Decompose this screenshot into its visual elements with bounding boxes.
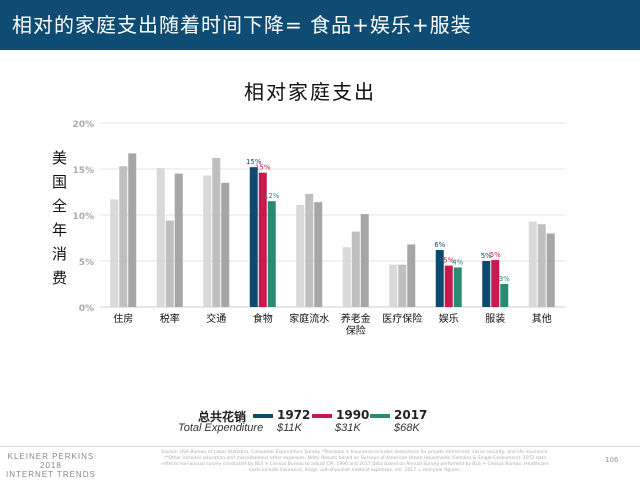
data-label: 4% — [452, 258, 463, 266]
y-axis-label: 美国全年消费 — [52, 146, 68, 290]
data-label: 5% — [490, 251, 501, 259]
category-label: 医疗保险 — [382, 312, 422, 325]
legend-text: 1990 — [336, 408, 370, 422]
bar-家庭流水-1972 — [296, 204, 305, 307]
bar-税率-2017 — [174, 173, 183, 307]
bar-服装-1972 — [482, 261, 491, 307]
category-label: 养老金 — [341, 312, 371, 325]
bar-其他-2017 — [546, 233, 555, 307]
category-label: 住房 — [113, 312, 133, 325]
bar-服装-1990 — [491, 260, 500, 307]
logo-line: 2018 — [40, 461, 62, 470]
legend-item-1990: 1990 — [312, 408, 369, 422]
y-label-char: 消 — [52, 245, 68, 263]
bar-税率-1990 — [165, 220, 174, 307]
y-label-char: 费 — [52, 269, 68, 287]
slide-title: 相对的家庭支出随着时间下降= 食品+娱乐+服装 — [0, 0, 640, 50]
bar-医疗保险-2017 — [407, 244, 416, 307]
category-label: 服装 — [485, 312, 505, 325]
data-label: 5% — [481, 252, 492, 260]
bar-交通-1990 — [212, 157, 221, 307]
legend-swatch — [253, 413, 273, 418]
data-label: 12% — [264, 192, 280, 200]
category-label: 家庭流水 — [289, 312, 329, 325]
bar-医疗保险-1990 — [398, 264, 407, 307]
data-label: 15% — [255, 164, 271, 172]
bar-交通-1972 — [203, 175, 212, 307]
bar-家庭流水-1990 — [305, 193, 314, 307]
data-label: 6% — [434, 241, 445, 249]
category-label: 交通 — [206, 312, 226, 325]
y-tick-label: 0% — [79, 304, 94, 314]
y-label-char: 全 — [52, 197, 68, 215]
category-label: 税率 — [160, 312, 180, 325]
legend-swatch — [370, 413, 390, 418]
bar-住房-1990 — [119, 166, 128, 307]
footer-divider — [0, 446, 640, 447]
chart-title: 相对家庭支出 — [244, 80, 376, 104]
legend-text: 1972 — [277, 408, 311, 422]
bar-食物-1972 — [249, 167, 258, 307]
data-label: 5% — [443, 257, 454, 265]
legend-sublabel: Total Expenditure — [178, 422, 264, 434]
bar-交通-2017 — [221, 182, 230, 307]
logo-line: INTERNET TRENDS — [6, 470, 96, 479]
bar-娱乐-2017 — [453, 267, 462, 307]
legend-text: 2017 — [394, 408, 428, 422]
total-1972: $11K — [277, 422, 302, 434]
bar-食物-1990 — [258, 172, 267, 307]
y-tick-label: 5% — [79, 258, 94, 268]
bar-娱乐-1972 — [435, 249, 444, 307]
bar-住房-2017 — [128, 153, 137, 307]
y-label-char: 年 — [52, 221, 68, 239]
bar-服装-2017 — [500, 284, 509, 307]
y-label-char: 国 — [52, 173, 68, 191]
bar-住房-1972 — [110, 199, 119, 307]
legend-item-1972: 1972 — [253, 408, 310, 422]
bar-养老金保险-1972 — [342, 247, 351, 307]
bar-食物-2017 — [267, 201, 276, 307]
data-label: 3% — [499, 275, 510, 283]
category-label: 其他 — [532, 312, 552, 325]
y-label-char: 美 — [52, 149, 68, 167]
bar-家庭流水-2017 — [314, 202, 323, 307]
legend-swatch — [312, 413, 332, 418]
category-label: 食物 — [253, 312, 273, 325]
legend-label: 总共花销 — [198, 410, 247, 424]
y-tick-label: 10% — [72, 212, 94, 222]
bar-其他-1972 — [528, 221, 537, 307]
bar-养老金保险-1990 — [351, 231, 360, 307]
category-label: 保险 — [346, 324, 366, 337]
page-number: 106 — [605, 456, 619, 464]
logo-line: KLEINER PERKINS — [7, 452, 95, 461]
total-2017: $68K — [394, 422, 420, 434]
bar-医疗保险-1972 — [389, 264, 398, 307]
source-note: Source: USA Bureau of Labor Statistics, … — [161, 450, 549, 473]
y-tick-label: 15% — [72, 166, 94, 176]
bar-养老金保险-2017 — [360, 214, 369, 307]
category-label: 娱乐 — [439, 312, 459, 325]
y-tick-label: 20% — [72, 120, 94, 130]
bar-税率-1972 — [156, 168, 165, 307]
legend-item-2017: 2017 — [370, 408, 427, 422]
bar-娱乐-1990 — [444, 265, 453, 307]
data-label: 15% — [246, 158, 262, 166]
logo: KLEINER PERKINS 2018 INTERNET TRENDS — [6, 452, 96, 479]
total-1990: $31K — [335, 422, 361, 434]
bar-其他-1990 — [537, 224, 546, 307]
